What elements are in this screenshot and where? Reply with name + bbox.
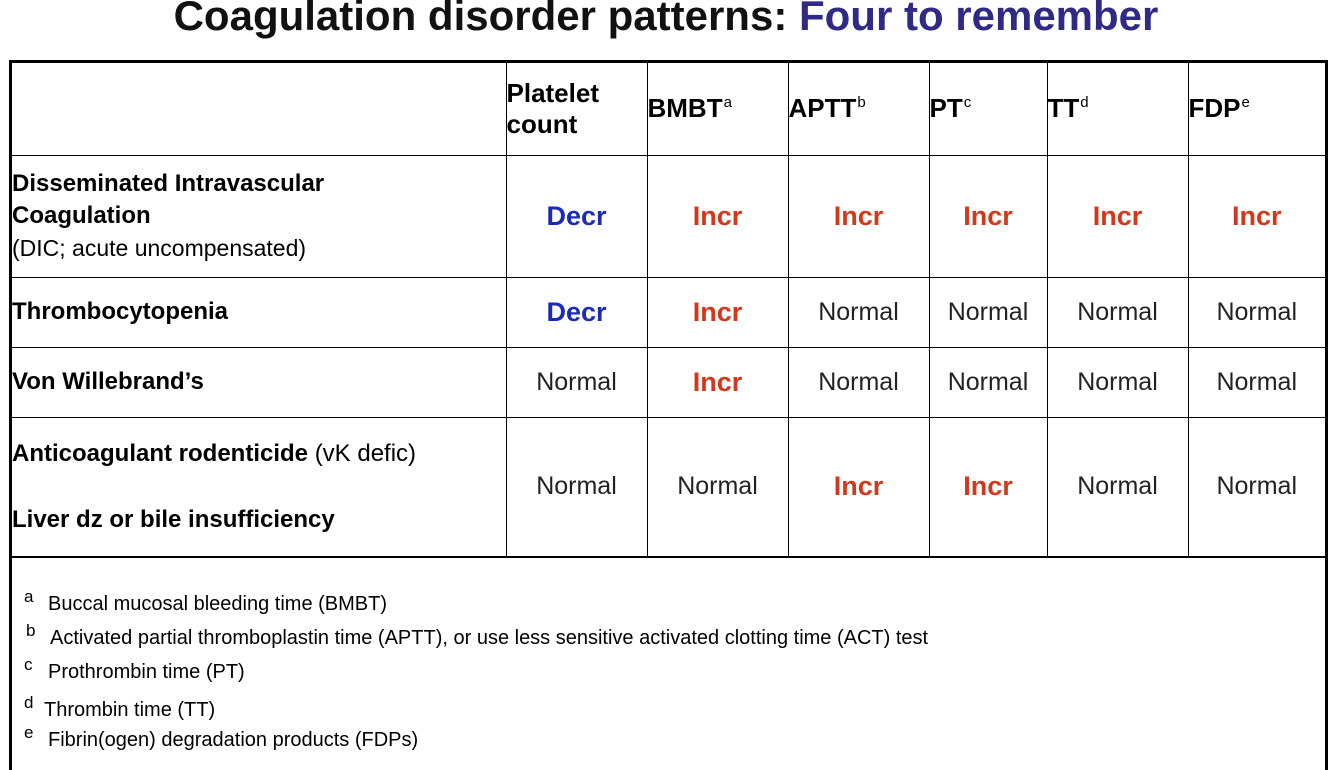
footnote-b: b Activated partial thromboplastin time (… [26,621,929,649]
table-cell: Normal [928,346,1048,418]
table-cell: Incr [787,416,930,558]
table-cell: Normal [1046,276,1189,348]
column-header-bmbt: BMBTa [646,63,789,156]
column-header-platelet-count: Platelet count [505,63,648,156]
table-cell: Decr [505,154,648,278]
page-title: Coagulation disorder patterns: Four to r… [0,0,1332,44]
table-cell: Incr [1187,154,1325,278]
table-cell: Normal [505,346,648,418]
column-header-aptt: APTTb [787,63,930,156]
footnote-e: e Fibrin(ogen) degradation products (FDPs… [24,723,419,751]
row-header-rodenticide-liver: Anticoagulant rodenticide (vK defic) Liv… [12,416,507,558]
footnote-c: c Prothrombin time (PT) [24,655,245,683]
table-cell: Incr [646,276,789,348]
table-row: Von Willebrand’s Normal Incr Normal Norm… [12,346,1325,418]
footnote-d: d Thrombin time (TT) [24,693,216,721]
title-accent: Four to remember [798,0,1159,39]
table-cell: Normal [1046,346,1189,418]
table-row: Disseminated Intravascular Coagulation (… [12,154,1325,278]
corner-cell [12,63,507,156]
table-cell: Normal [1187,276,1325,348]
table-cell: Normal [787,276,930,348]
table-cell: Incr [646,154,789,278]
row-header-thrombocytopenia: Thrombocytopenia [12,276,507,348]
title-main: Coagulation disorder patterns: [173,0,788,39]
table-cell: Normal [928,276,1048,348]
table-cell: Normal [1046,416,1189,558]
table-row: Anticoagulant rodenticide (vK defic) Liv… [12,416,1325,558]
table-cell: Normal [1187,416,1325,558]
table-cell: Normal [505,416,648,558]
column-header-tt: TTd [1046,63,1189,156]
table-cell: Normal [646,416,789,558]
row-header-dic: Disseminated Intravascular Coagulation (… [12,154,507,278]
header-row: Platelet count BMBTa APTTb PTc TTd FDPe [12,63,1325,156]
footnote-a: a Buccal mucosal bleeding time (BMBT) [24,587,388,615]
table-cell: Incr [928,154,1048,278]
table-cell: Decr [505,276,648,348]
row-header-von-willebrands: Von Willebrand’s [12,346,507,418]
column-header-pt: PTc [928,63,1048,156]
table-cell: Normal [787,346,930,418]
table-cell: Incr [1046,154,1189,278]
table-cell: Incr [646,346,789,418]
table-row: Thrombocytopenia Decr Incr Normal Normal… [12,276,1325,348]
table-cell: Normal [1187,346,1325,418]
table-frame [9,60,1328,770]
coagulation-table: Platelet count BMBTa APTTb PTc TTd FDPe D… [12,63,1325,558]
table-cell: Incr [928,416,1048,558]
table-cell: Incr [787,154,930,278]
column-header-fdp: FDPe [1187,63,1325,156]
